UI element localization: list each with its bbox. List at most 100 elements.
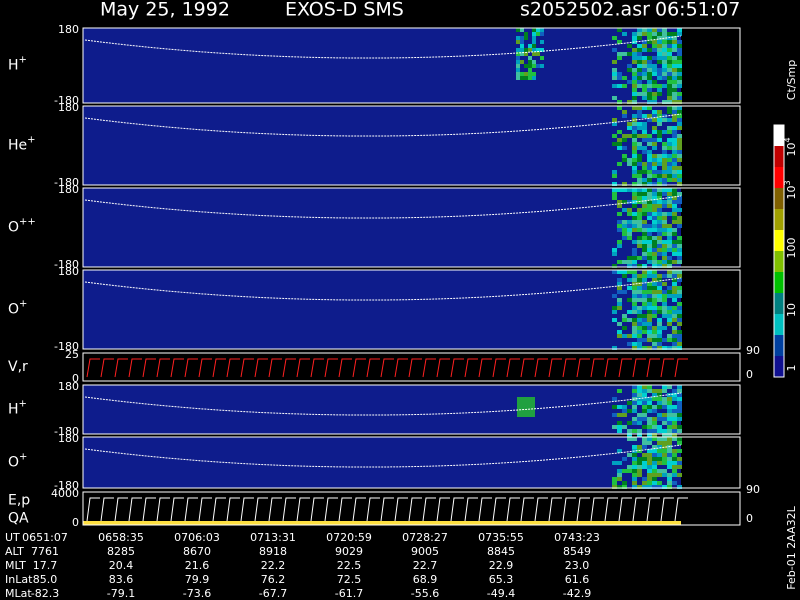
spectrum-cell <box>672 88 677 92</box>
spectrum-cell <box>617 224 622 228</box>
spectrum-cell <box>637 200 642 204</box>
spectrum-cell <box>652 80 657 84</box>
spectrum-cell <box>672 413 677 417</box>
spectrum-cell <box>642 224 647 228</box>
spectrum-cell <box>672 200 677 204</box>
spectrum-cell <box>632 286 637 290</box>
spectrum-cell <box>667 44 672 48</box>
panel-label-text: H <box>8 402 19 418</box>
spectrum-cell <box>677 413 682 417</box>
spectrum-cell <box>642 182 647 186</box>
spectrum-cell <box>637 334 642 338</box>
spectrum-cell <box>657 318 662 322</box>
cell: 0706:03 <box>174 531 220 544</box>
spectrum-cell <box>657 138 662 142</box>
spectrum-cell <box>662 252 667 256</box>
spectrum-cell <box>652 256 657 260</box>
panel-label-text: E,p <box>8 493 30 509</box>
spectrum-cell <box>672 60 677 64</box>
spectrum-cell <box>637 314 642 318</box>
spectrum-cell <box>672 68 677 72</box>
spectrum-cell <box>627 270 632 274</box>
spectrum-cell <box>672 64 677 68</box>
spectrum-cell <box>642 170 647 174</box>
spectrum-cell <box>672 106 677 110</box>
spectrum-cell <box>677 240 682 244</box>
spectrum-cell <box>662 228 667 232</box>
spectrum-cell <box>667 64 672 68</box>
spectrum-cell <box>662 232 667 236</box>
spectrum-cell <box>617 244 622 248</box>
spectrum-cell <box>637 126 642 130</box>
spectrum-cell <box>662 453 667 457</box>
spectrum-cell <box>667 274 672 278</box>
spectrum-cell <box>667 425 672 429</box>
spectrum-cell <box>642 306 647 310</box>
spectrum-cell <box>642 485 647 489</box>
cell: -73.6 <box>183 587 211 600</box>
spectrum-cell <box>637 401 642 405</box>
spectrum-cell <box>672 397 677 401</box>
spectrum-cell <box>642 302 647 306</box>
spectrum-cell <box>677 216 682 220</box>
spectrum-cell <box>637 64 642 68</box>
spectrum-cell <box>637 264 642 268</box>
spectrum-cell <box>662 310 667 314</box>
spectrum-cell <box>672 248 677 252</box>
spectrum-cell <box>632 188 637 192</box>
spectrum-cell <box>632 182 637 186</box>
spectrum-cell <box>637 28 642 32</box>
spectrum-cell <box>677 158 682 162</box>
spectrum-cell <box>652 469 657 473</box>
spectrum-cell <box>632 166 637 170</box>
spectrum-cell <box>652 142 657 146</box>
spectrum-cell <box>667 385 672 389</box>
spectrum-cell <box>617 72 622 76</box>
spectrum-cell <box>632 401 637 405</box>
spectrum-cell <box>642 461 647 465</box>
spectrum-cell <box>657 174 662 178</box>
spectrum-cell <box>642 282 647 286</box>
spectrum-cell <box>657 118 662 122</box>
spectrum-cell <box>632 122 637 126</box>
spectrum-cell <box>647 314 652 318</box>
spectrum-cell <box>672 110 677 114</box>
spectrum-cell <box>667 236 672 240</box>
spectrum-cell <box>520 28 524 32</box>
spectrum-cell <box>632 220 637 224</box>
spectrum-cell <box>627 437 632 441</box>
spectrum-cell <box>677 385 682 389</box>
spectrum-cell <box>677 425 682 429</box>
panel-label-text: O <box>8 302 19 318</box>
spectrum-cell <box>612 248 617 252</box>
spectrum-cell <box>642 64 647 68</box>
spectrum-cell <box>637 330 642 334</box>
spectrum-cell <box>642 286 647 290</box>
spectrum-cell <box>632 126 637 130</box>
spectrum-cell <box>672 278 677 282</box>
spectrum-cell <box>667 80 672 84</box>
spectrum-cell <box>622 138 627 142</box>
spectrum-cell <box>657 28 662 32</box>
spectrum-cell <box>672 417 677 421</box>
spectrum-cell <box>637 32 642 36</box>
spectrum-cell <box>627 236 632 240</box>
spectrum-cell <box>532 48 536 52</box>
panel-label: H+ <box>8 399 27 418</box>
spectrum-cell <box>637 188 642 192</box>
spectrum-cell <box>657 228 662 232</box>
spectrum-cell <box>672 429 677 433</box>
spectrum-cell <box>532 44 536 48</box>
spectrum-cell <box>528 60 532 64</box>
y-bottom: -180 <box>54 425 79 438</box>
spectrum-cell <box>667 244 672 248</box>
spectrum-cell <box>657 457 662 461</box>
spectrum-cell <box>657 441 662 445</box>
spectrum-cell <box>642 60 647 64</box>
spectrum-cell <box>617 282 622 286</box>
cell: 7761 <box>31 545 59 558</box>
cell: 0735:55 <box>478 531 524 544</box>
spectrum-cell <box>662 220 667 224</box>
spectrum-cell <box>652 302 657 306</box>
spectrum-cell <box>662 445 667 449</box>
